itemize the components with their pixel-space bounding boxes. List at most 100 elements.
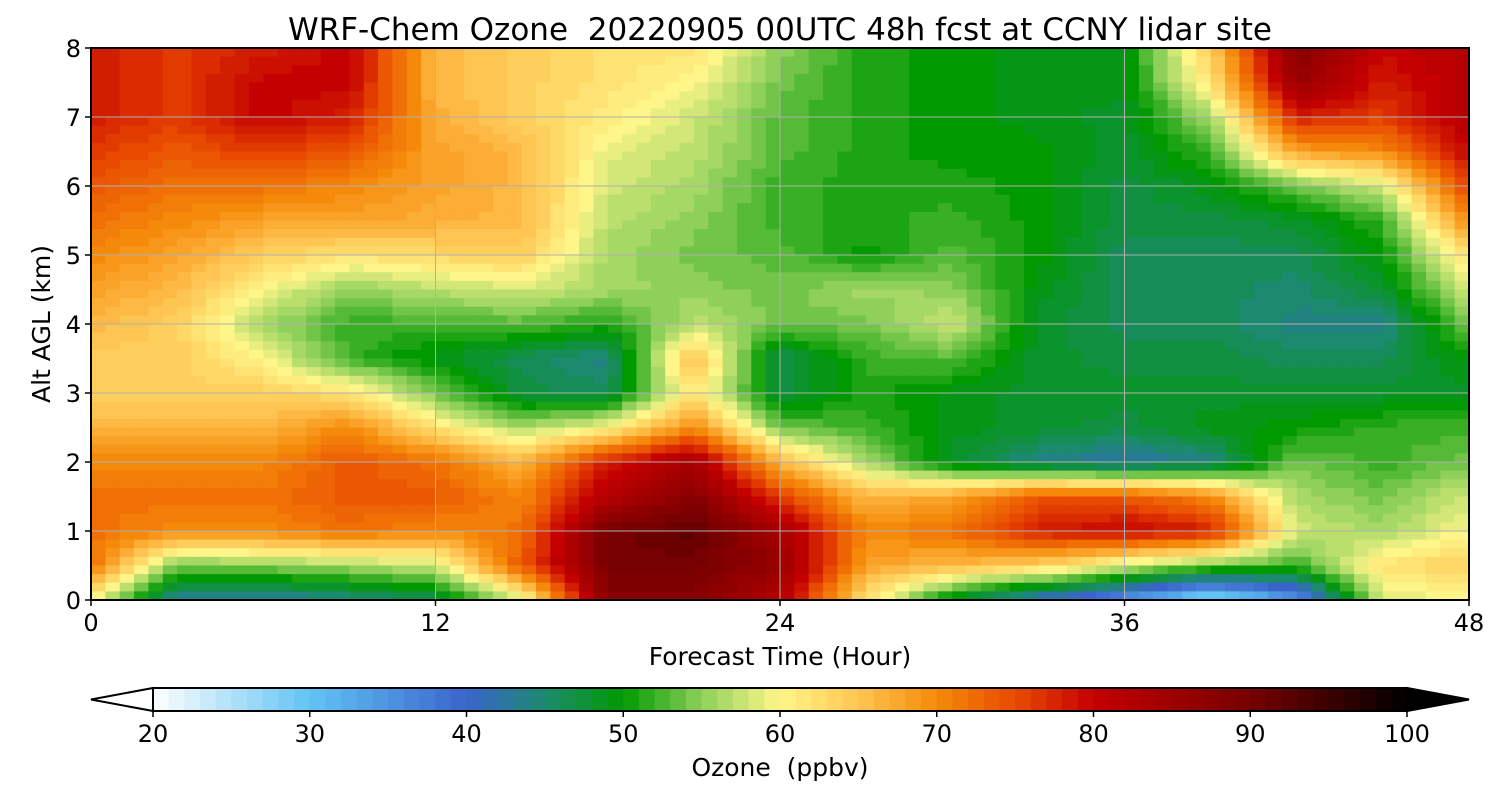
heatmap-cell — [1454, 151, 1469, 161]
heatmap-cell — [823, 349, 839, 360]
heatmap-cell — [751, 410, 767, 420]
heatmap-cell — [105, 263, 121, 273]
heatmap-cell — [736, 332, 752, 342]
heatmap-cell — [1454, 177, 1469, 187]
heatmap-cell — [1181, 142, 1197, 153]
heatmap-cell — [492, 255, 508, 265]
heatmap-cell — [1138, 289, 1154, 299]
heatmap-cell — [148, 246, 164, 256]
heatmap-cell — [320, 393, 336, 403]
heatmap-cell — [894, 263, 910, 273]
heatmap-cell — [1138, 427, 1154, 437]
heatmap-cell — [1325, 237, 1341, 247]
heatmap-cell — [464, 427, 480, 437]
heatmap-cell — [464, 436, 480, 446]
heatmap-cell — [191, 272, 207, 282]
heatmap-cell — [248, 298, 264, 308]
heatmap-cell — [665, 246, 681, 256]
heatmap-cell — [909, 65, 925, 75]
heatmap-cell — [1024, 367, 1039, 377]
heatmap-cell — [866, 211, 882, 222]
heatmap-cell — [421, 73, 437, 84]
heatmap-cell — [263, 160, 279, 170]
heatmap-cell — [1454, 487, 1469, 498]
heatmap-cell — [794, 306, 810, 316]
heatmap-cell — [406, 453, 422, 463]
heatmap-cell — [722, 280, 738, 291]
heatmap-cell — [564, 393, 580, 403]
heatmap-cell — [1224, 203, 1240, 213]
heatmap-cell — [593, 91, 609, 101]
heatmap-cell — [277, 315, 293, 325]
heatmap-cell — [162, 168, 178, 178]
heatmap-cell — [392, 151, 408, 161]
heatmap-cell — [177, 410, 193, 420]
heatmap-cell — [780, 358, 795, 368]
heatmap-cell — [794, 418, 810, 429]
heatmap-cell — [1081, 73, 1097, 84]
heatmap-cell — [837, 487, 853, 498]
heatmap-cell — [966, 229, 982, 239]
heatmap-cell — [880, 108, 896, 118]
heatmap-cell — [1282, 91, 1298, 101]
heatmap-cell — [1224, 324, 1240, 334]
heatmap-cell — [320, 186, 336, 196]
heatmap-cell — [277, 134, 293, 144]
heatmap-cell — [1239, 367, 1255, 377]
heatmap-cell — [291, 324, 307, 334]
heatmap-cell — [435, 151, 451, 161]
heatmap-cell — [492, 487, 508, 498]
heatmap-cell — [880, 82, 896, 92]
heatmap-cell — [1311, 375, 1327, 385]
heatmap-cell — [966, 418, 982, 429]
heatmap-cell — [464, 462, 480, 472]
heatmap-cell — [1095, 99, 1111, 109]
heatmap-cell — [1167, 341, 1183, 351]
heatmap-cell — [1354, 289, 1370, 299]
heatmap-cell — [306, 91, 322, 101]
heatmap-cell — [162, 306, 178, 316]
heatmap-cell — [636, 462, 652, 472]
heatmap-cell — [1440, 444, 1456, 454]
heatmap-cell — [1440, 410, 1456, 420]
heatmap-cell — [579, 375, 594, 385]
heatmap-cell — [636, 427, 652, 437]
heatmap-cell — [952, 160, 968, 170]
heatmap-cell — [722, 194, 738, 204]
heatmap-cell — [1009, 427, 1025, 437]
heatmap-cell — [507, 470, 523, 480]
heatmap-cell — [1124, 358, 1140, 368]
heatmap-cell — [564, 160, 580, 170]
heatmap-cell — [234, 332, 250, 342]
heatmap-cell — [851, 427, 867, 437]
heatmap-cell — [1124, 367, 1140, 377]
heatmap-cell — [966, 177, 982, 187]
heatmap-cell — [823, 246, 839, 256]
heatmap-cell — [478, 427, 494, 437]
heatmap-cell — [1181, 358, 1197, 368]
heatmap-cell — [1009, 418, 1025, 429]
heatmap-cell — [535, 229, 551, 239]
heatmap-cell — [636, 56, 652, 66]
heatmap-cell — [550, 65, 566, 75]
heatmap-cell — [148, 211, 164, 222]
heatmap-cell — [349, 160, 365, 170]
heatmap-cell — [378, 117, 394, 127]
heatmap-cell — [464, 315, 480, 325]
heatmap-cell — [105, 151, 121, 161]
heatmap-cell — [306, 211, 322, 222]
heatmap-cell — [1268, 65, 1283, 75]
heatmap-cell — [665, 487, 681, 498]
heatmap-cell — [909, 91, 925, 101]
heatmap-cell — [320, 375, 336, 385]
heatmap-cell — [708, 82, 724, 92]
heatmap-cell — [823, 65, 839, 75]
heatmap-cell — [564, 306, 580, 316]
heatmap-cell — [1296, 56, 1312, 66]
heatmap-cell — [636, 375, 652, 385]
heatmap-cell — [507, 151, 523, 161]
heatmap-cell — [1081, 203, 1097, 213]
heatmap-cell — [650, 186, 666, 196]
heatmap-cell — [880, 298, 896, 308]
heatmap-cell — [205, 237, 221, 247]
